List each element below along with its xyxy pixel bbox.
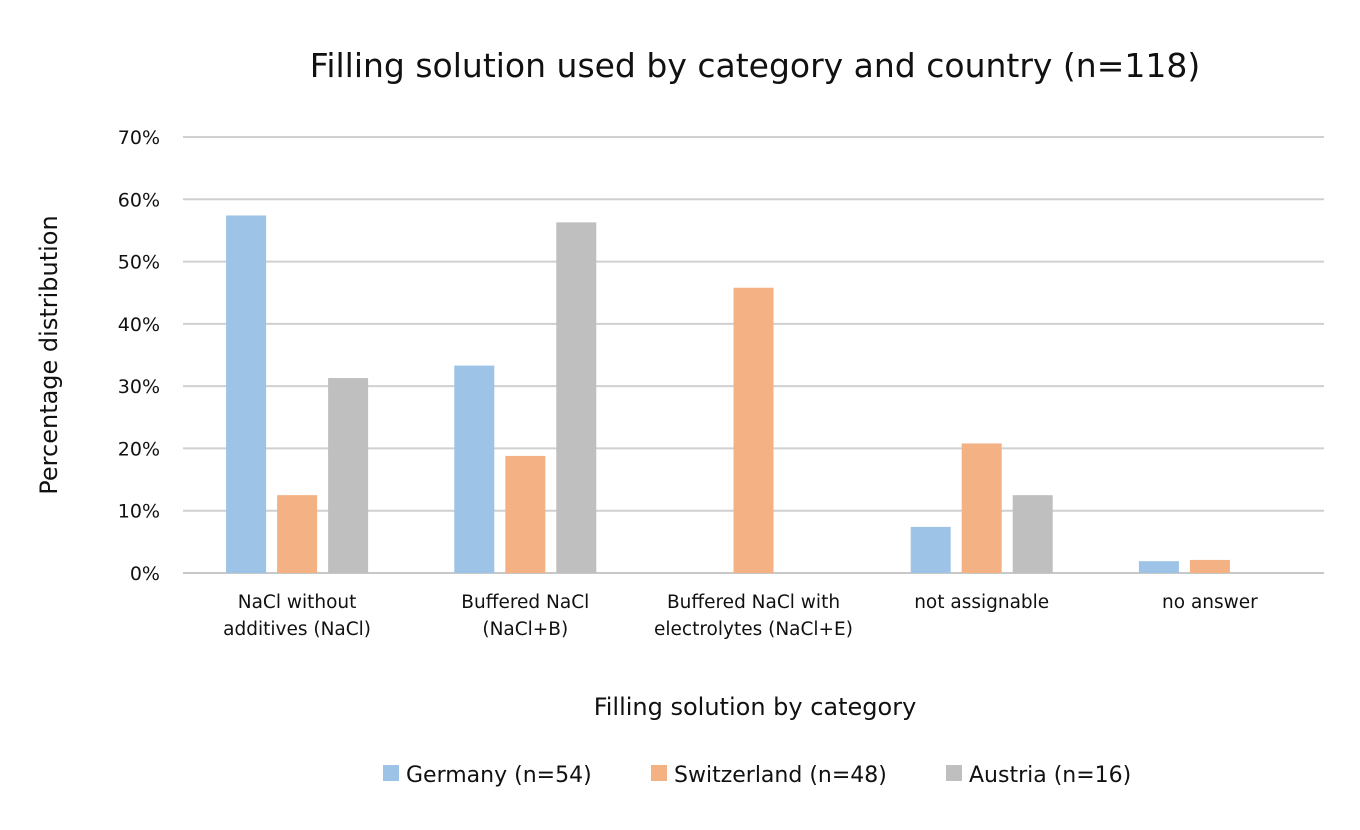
- bar-0-4: [1138, 561, 1179, 573]
- y-tick-label: 70%: [118, 127, 160, 149]
- bar-0-0: [226, 215, 267, 574]
- bar-1-4: [1189, 559, 1230, 573]
- y-tick-label: 50%: [118, 252, 160, 274]
- y-tick-label: 60%: [118, 189, 160, 211]
- bar-1-3: [961, 443, 1002, 573]
- bar-1-2: [733, 287, 774, 573]
- y-axis-ticks: 0% 10% 20% 30% 40% 50% 60% 70%: [118, 127, 160, 585]
- x-category-label: additives (NaCl): [223, 619, 371, 640]
- bar-2-0: [328, 378, 369, 573]
- x-category-label: no answer: [1162, 592, 1258, 613]
- x-axis-categories: NaCl without additives (NaCl) Buffered NaC…: [223, 592, 1258, 640]
- bar-0-3: [910, 526, 951, 573]
- x-category-label: Buffered NaCl with: [667, 592, 840, 613]
- y-tick-label: 30%: [118, 376, 160, 398]
- y-tick-label: 0%: [130, 563, 160, 585]
- legend-swatch: [946, 765, 962, 781]
- x-category-label: electrolytes (NaCl+E): [654, 619, 853, 640]
- chart-title: Filling solution used by category and co…: [310, 46, 1200, 85]
- bar-2-3: [1012, 495, 1053, 573]
- legend-swatch: [383, 765, 399, 781]
- legend: Germany (n=54) Switzerland (n=48) Austria …: [383, 763, 1131, 788]
- y-axis-title: Percentage distribution: [35, 215, 63, 494]
- y-tick-label: 40%: [118, 314, 160, 336]
- x-category-label: not assignable: [914, 592, 1049, 613]
- legend-label: Austria (n=16): [969, 763, 1131, 788]
- legend-label: Switzerland (n=48): [674, 763, 887, 788]
- y-tick-label: 20%: [118, 438, 160, 460]
- bar-1-1: [505, 455, 546, 573]
- bar-1-0: [277, 495, 318, 573]
- x-category-label: Buffered NaCl: [461, 592, 589, 613]
- x-category-label: (NaCl+B): [482, 619, 568, 640]
- bars: [226, 215, 1230, 574]
- y-tick-label: 10%: [118, 501, 160, 523]
- legend-label: Germany (n=54): [406, 763, 592, 788]
- legend-swatch: [651, 765, 667, 781]
- bar-0-1: [454, 365, 495, 573]
- x-category-label: NaCl without: [238, 592, 357, 613]
- bar-2-1: [556, 222, 597, 573]
- x-axis-title: Filling solution by category: [594, 693, 917, 721]
